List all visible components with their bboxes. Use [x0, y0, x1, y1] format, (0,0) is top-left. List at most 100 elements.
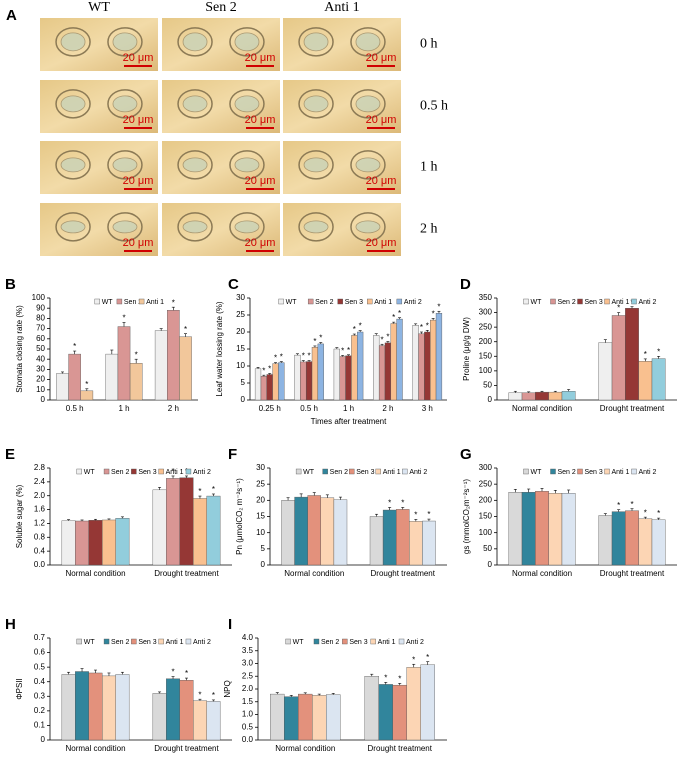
- guard-cell: [107, 150, 143, 180]
- legend-label: Sen 3: [356, 469, 374, 476]
- y-tick-label: 10: [256, 528, 265, 537]
- y-tick-label: 300: [479, 463, 493, 472]
- significance-mark: *: [617, 304, 620, 313]
- bar: [260, 376, 267, 401]
- scale-bar-label: 20 μm: [366, 114, 397, 126]
- scale-bar-label: 20 μm: [123, 237, 154, 249]
- legend-swatch: [337, 298, 343, 305]
- x-tick-label: Normal condition: [284, 569, 344, 578]
- legend-label: Sen 2: [111, 469, 129, 476]
- y-tick-label: 30: [256, 463, 265, 472]
- stomatal-pore: [182, 220, 208, 234]
- legend-label: Sen 3: [138, 469, 156, 476]
- y-tick-label: 0: [261, 560, 266, 569]
- y-tick-label: 100: [479, 366, 493, 375]
- bar: [305, 361, 313, 401]
- micrograph: [162, 141, 280, 194]
- significance-mark: *: [386, 333, 389, 342]
- panel-label: I: [228, 616, 232, 633]
- x-tick-label: Normal condition: [275, 744, 335, 753]
- panel-label: F: [228, 446, 237, 463]
- stomatal-pore: [60, 220, 86, 234]
- significance-mark: *: [198, 487, 201, 496]
- micrograph: [283, 141, 401, 194]
- panel-label: B: [5, 276, 16, 293]
- scale-bar-label: 20 μm: [245, 237, 276, 249]
- bar: [254, 368, 262, 401]
- bar: [521, 392, 536, 401]
- significance-mark: *: [172, 298, 175, 307]
- micrograph: [283, 203, 401, 256]
- y-tick-label: 150: [479, 351, 493, 360]
- stomatal-pore: [112, 157, 138, 173]
- significance-mark: *: [388, 499, 391, 508]
- significance-mark: *: [171, 467, 174, 476]
- column-label: WT: [88, 0, 110, 15]
- y-tick-label: 15: [236, 344, 245, 353]
- guard-cell: [55, 89, 91, 119]
- y-tick-label: 50: [483, 381, 492, 390]
- legend-label: Anti 1: [378, 639, 396, 646]
- legend-label: Sen 2: [321, 639, 339, 646]
- bar: [75, 671, 89, 741]
- legend-swatch: [550, 468, 556, 475]
- y-tick-label: 0.2: [34, 706, 46, 715]
- legend-label: Sen 2: [558, 469, 576, 476]
- y-tick-label: 0: [488, 560, 493, 569]
- x-axis-label: Times after treatment: [311, 417, 388, 426]
- stomatal-pore: [182, 157, 208, 173]
- significance-mark: *: [401, 499, 404, 508]
- bar: [392, 684, 407, 741]
- bar: [61, 674, 76, 741]
- y-tick-label: 200: [479, 495, 493, 504]
- x-tick-label: Normal condition: [65, 569, 125, 578]
- stomatal-pore: [355, 220, 381, 234]
- micrograph: [162, 203, 280, 256]
- legend-swatch: [604, 298, 610, 305]
- legend-swatch: [577, 298, 583, 305]
- significance-mark: *: [398, 674, 401, 683]
- bar: [75, 520, 89, 566]
- guard-cell: [107, 27, 143, 57]
- y-axis-label: ΦPSII: [15, 678, 24, 700]
- legend-swatch: [396, 298, 403, 305]
- guard-cell: [298, 150, 334, 180]
- column-label: Anti 1: [324, 0, 359, 15]
- x-tick-label: 2 h: [168, 404, 179, 413]
- panel-label: E: [5, 446, 15, 463]
- y-tick-label: 0.8: [34, 532, 46, 541]
- significance-mark: *: [184, 325, 187, 334]
- stomatal-pore: [234, 157, 260, 173]
- legend-label: Sen 2: [124, 299, 142, 306]
- significance-mark: *: [212, 485, 215, 494]
- micrograph: [40, 18, 158, 71]
- bar: [548, 493, 563, 566]
- stomatal-pore: [112, 95, 138, 113]
- bar: [625, 510, 639, 566]
- legend-label: Sen 3: [585, 299, 603, 306]
- y-tick-label: 2.0: [34, 491, 46, 500]
- guard-cell: [55, 212, 91, 242]
- significance-mark: *: [73, 342, 76, 351]
- legend-label: WT: [531, 469, 543, 476]
- panel-label: G: [460, 446, 472, 463]
- significance-mark: *: [644, 350, 647, 359]
- bar: [179, 336, 192, 401]
- legend-label: WT: [293, 639, 305, 646]
- bar: [56, 373, 69, 401]
- stomatal-pore: [182, 95, 208, 113]
- bar: [412, 325, 419, 401]
- significance-mark: *: [412, 655, 415, 664]
- bar: [345, 355, 352, 401]
- significance-mark: *: [420, 323, 423, 332]
- bar: [638, 361, 653, 401]
- y-tick-label: 1.2: [34, 519, 46, 528]
- bar: [294, 496, 308, 566]
- legend-swatch: [94, 298, 100, 305]
- bar: [61, 520, 76, 566]
- y-tick-label: 60: [36, 334, 45, 343]
- guard-cell: [350, 150, 386, 180]
- guard-cell: [298, 89, 334, 119]
- bar: [598, 515, 613, 566]
- stomatal-pore: [355, 32, 381, 52]
